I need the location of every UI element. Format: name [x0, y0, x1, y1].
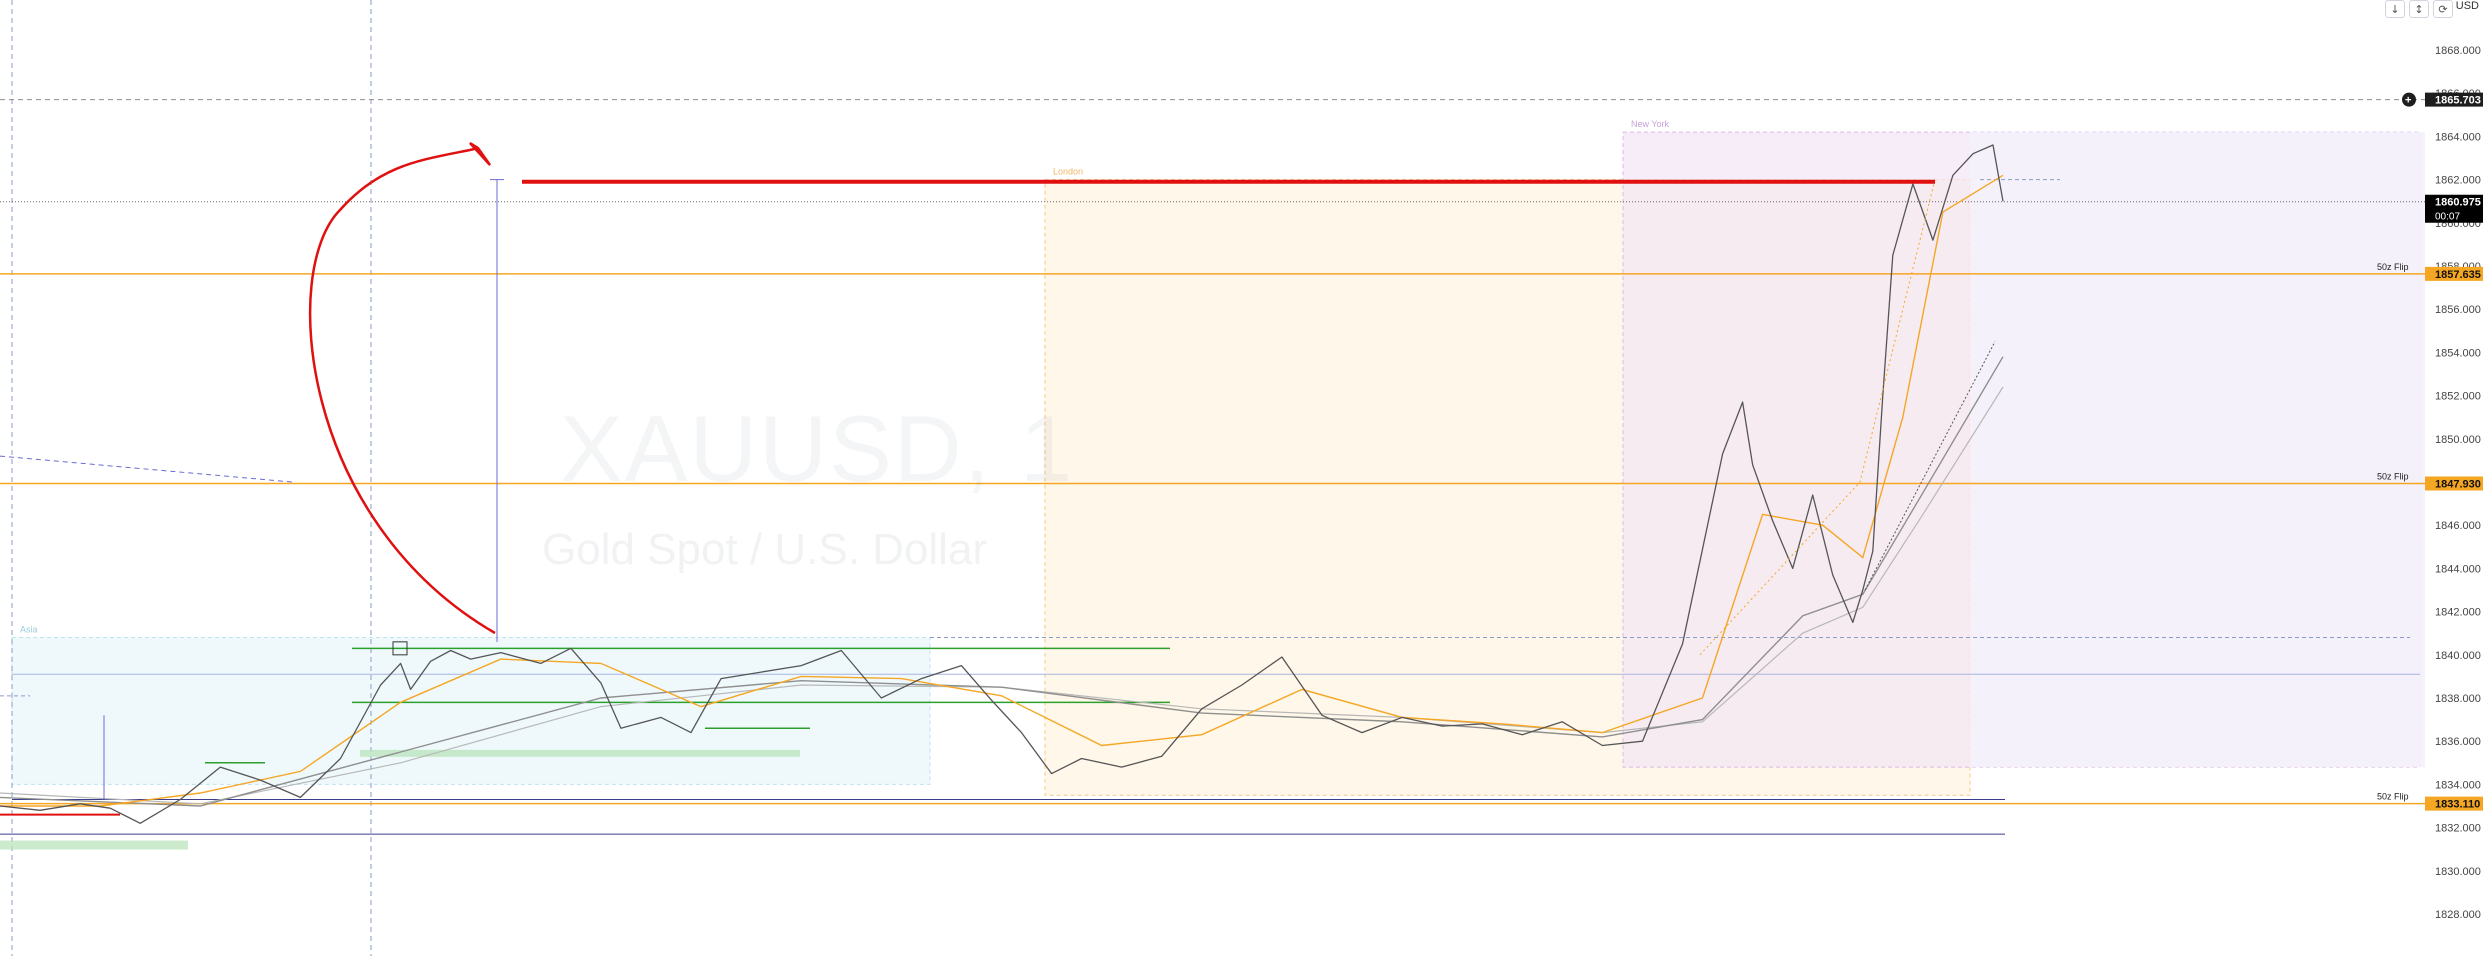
- session-extension: [1970, 132, 2425, 768]
- y-tick-label: 1830.000: [2435, 866, 2481, 878]
- add-alert-icon: +: [2402, 92, 2416, 107]
- arrow-down-icon[interactable]: ↓: [2385, 0, 2405, 18]
- price-label-1833-110: 1833.110 50z Flip: [2377, 792, 2483, 811]
- price-axis: 1868.0001866.0001864.0001862.0001860.000…: [2377, 0, 2483, 956]
- y-tick-label: 1852.000: [2435, 391, 2481, 403]
- price-label-tag: 50z Flip: [2377, 262, 2409, 272]
- price-label-1857-635: 1857.635 50z Flip: [2377, 262, 2483, 281]
- price-label-bg: [2425, 796, 2483, 811]
- price-label-1847-930: 1847.930 50z Flip: [2377, 472, 2483, 491]
- y-tick-label: 1836.000: [2435, 736, 2481, 748]
- y-tick-label: 1838.000: [2435, 693, 2481, 705]
- price-label-1865-703: 1865.703: [2425, 92, 2483, 107]
- y-tick-label: 1846.000: [2435, 520, 2481, 532]
- arrow-head: [469, 141, 492, 166]
- series-line-ema: [0, 174, 2004, 807]
- y-tick-label: 1832.000: [2435, 823, 2481, 835]
- y-tick-label: 1844.000: [2435, 563, 2481, 575]
- series-line-price: [0, 144, 2004, 824]
- session-label-asia: Asia: [20, 625, 38, 635]
- session-label-new-york: New York: [1631, 119, 1670, 129]
- y-tick-label: 1864.000: [2435, 131, 2481, 143]
- reset-icon[interactable]: ⟳: [2433, 0, 2453, 18]
- y-tick-label: 1854.000: [2435, 347, 2481, 359]
- y-tick-label: 1828.000: [2435, 909, 2481, 921]
- y-tick-label: 1834.000: [2435, 779, 2481, 791]
- price-label-countdown: 00:07: [2435, 212, 2460, 223]
- add-alert-plus: +: [2405, 95, 2411, 107]
- y-tick-label: 1862.000: [2435, 175, 2481, 187]
- ma-dotted-line: [1864, 341, 1996, 591]
- session-box-asia: [11, 637, 931, 785]
- demand-zone-2: [0, 840, 188, 850]
- series-line-ma: [0, 356, 2004, 807]
- y-tick-label: 1850.000: [2435, 434, 2481, 446]
- watermark-symbol: XAUUSD, 1: [560, 396, 1075, 501]
- y-tick-label: 1856.000: [2435, 304, 2481, 316]
- session-label-london: London: [1053, 167, 1083, 177]
- add-alert-circle: [2402, 92, 2416, 107]
- price-label-bg: [2425, 194, 2483, 223]
- price-label-tag: 50z Flip: [2377, 792, 2409, 802]
- watermark-description: Gold Spot / U.S. Dollar: [542, 525, 988, 574]
- demand-zone-1: [360, 749, 800, 757]
- price-label-text: 1847.930: [2435, 479, 2481, 491]
- price-label-tag: 50z Flip: [2377, 472, 2409, 482]
- curved-arrow: [308, 148, 496, 635]
- ema-dotted-line: [1699, 179, 1936, 656]
- y-tick-label: 1868.000: [2435, 45, 2481, 57]
- chart-toolbar: ↓ ↕ ⟳: [2385, 0, 2453, 18]
- trend-line-left: [0, 455, 293, 483]
- price-label-text: 1857.635: [2435, 269, 2481, 281]
- price-label-text: 1860.975: [2435, 197, 2481, 209]
- y-tick-label: 1842.000: [2435, 607, 2481, 619]
- price-label-bg: [2425, 266, 2483, 281]
- price-label-text: 1833.110: [2435, 799, 2480, 811]
- y-tick-label: 1840.000: [2435, 650, 2481, 662]
- price-label-bg: [2425, 476, 2483, 491]
- scale-icon[interactable]: ↕: [2409, 0, 2429, 18]
- currency-selector[interactable]: USD: [2455, 0, 2479, 12]
- price-label-bg: [2425, 92, 2483, 107]
- marker-box: [392, 641, 408, 656]
- price-label-text: 1865.703: [2435, 95, 2481, 107]
- series-line-ma2: [0, 386, 2004, 805]
- price-label-1860-975: 1860.975 00:07: [2425, 194, 2483, 223]
